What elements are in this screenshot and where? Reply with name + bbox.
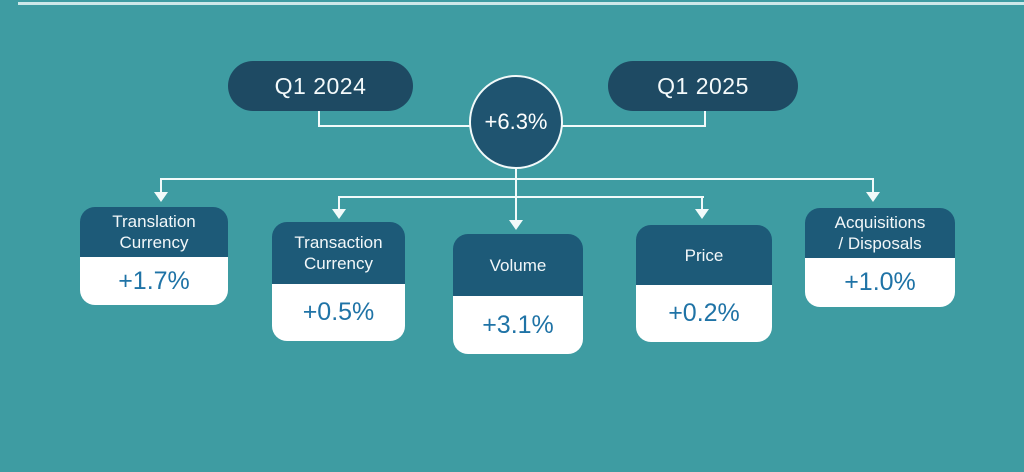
period-pill-label: Q1 2025 xyxy=(657,72,749,99)
driver-card-price: Price +0.2% xyxy=(636,225,772,342)
period-pill-q1-2025: Q1 2025 xyxy=(608,61,798,111)
driver-card-header: Price xyxy=(636,225,772,285)
connector-pill-left-stem xyxy=(318,109,320,126)
connector-drop-acquisitions xyxy=(872,178,874,193)
connector-pill-right-stem xyxy=(704,109,706,126)
period-pill-q1-2024: Q1 2024 xyxy=(228,61,413,111)
connector-branch-outer xyxy=(160,178,874,180)
driver-card-acquisitions-disposals: Acquisitions / Disposals +1.0% xyxy=(805,208,955,307)
driver-label-line: Volume xyxy=(489,255,547,275)
driver-card-header: Volume xyxy=(453,234,583,296)
period-pill-label: Q1 2024 xyxy=(274,72,367,99)
driver-card-value: +3.1% xyxy=(453,296,583,354)
driver-card-header: Acquisitions / Disposals xyxy=(805,208,955,258)
connector-drop-transaction xyxy=(338,196,340,210)
driver-label-line: Currency xyxy=(304,254,373,273)
arrow-transaction-icon xyxy=(332,209,346,219)
driver-card-value: +1.0% xyxy=(805,258,955,307)
driver-label-line: Price xyxy=(684,245,724,265)
total-change-value: +6.3% xyxy=(484,109,548,134)
connector-center-stem xyxy=(515,167,517,221)
driver-label-line: Acquisitions xyxy=(834,213,926,232)
driver-card-value: +0.2% xyxy=(636,285,772,342)
top-divider-rule xyxy=(18,2,1024,5)
driver-label-line: Transaction xyxy=(294,233,383,252)
driver-label-line: / Disposals xyxy=(838,234,922,253)
driver-card-value: +1.7% xyxy=(80,257,228,305)
arrow-acquisitions-icon xyxy=(866,192,880,202)
connector-drop-translation xyxy=(160,178,162,193)
driver-card-header: Translation Currency xyxy=(80,207,228,257)
arrow-price-icon xyxy=(695,209,709,219)
driver-label-line: Translation xyxy=(112,212,196,231)
driver-card-header: Transaction Currency xyxy=(272,222,405,284)
driver-card-translation-currency: Translation Currency +1.7% xyxy=(80,207,228,305)
arrow-translation-icon xyxy=(154,192,168,202)
driver-label-line: Currency xyxy=(119,233,189,252)
driver-card-volume: Volume +3.1% xyxy=(453,234,583,354)
driver-card-transaction-currency: Transaction Currency +0.5% xyxy=(272,222,405,341)
driver-card-value: +0.5% xyxy=(272,284,405,341)
connector-branch-inner xyxy=(338,196,704,198)
total-change-circle: +6.3% xyxy=(469,75,563,169)
arrow-volume-icon xyxy=(509,220,523,230)
connector-drop-price xyxy=(701,196,703,210)
